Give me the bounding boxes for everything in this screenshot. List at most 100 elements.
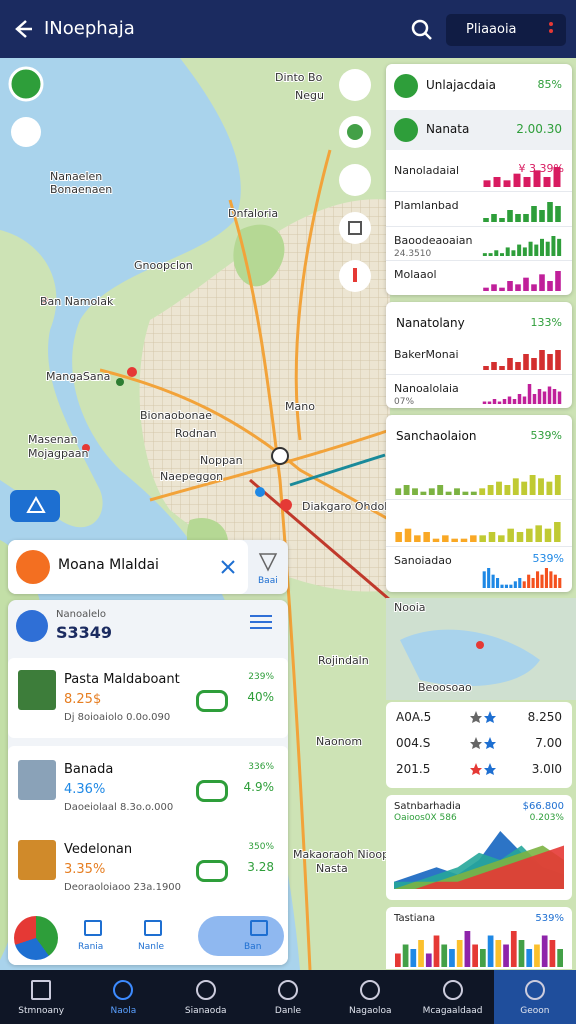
spark-bar xyxy=(535,524,542,542)
spark-bar xyxy=(500,584,504,588)
row-label: Nanoladaial xyxy=(394,164,460,177)
strip-bar xyxy=(549,940,556,967)
rating-icons xyxy=(470,763,496,775)
spark-bar xyxy=(499,287,505,291)
spark-bar xyxy=(503,180,511,187)
spark-bar xyxy=(555,271,561,291)
menu-button[interactable] xyxy=(248,612,274,632)
spark-bar xyxy=(553,574,557,588)
map-label: Negu xyxy=(295,89,324,102)
spark-bar xyxy=(521,481,528,496)
row-note: 24.3510 xyxy=(394,248,432,259)
toolbar: Rania Nanle Ban xyxy=(8,912,288,965)
map-label: Masenan xyxy=(28,433,77,446)
stat-panel: Sanchaolaion 539% Sanoiadao 539% xyxy=(386,415,572,592)
pin xyxy=(271,447,289,465)
strip-bar xyxy=(425,953,432,967)
pin-label: Baai xyxy=(258,576,278,586)
spark-bar xyxy=(482,401,487,404)
locate-button[interactable] xyxy=(10,490,60,522)
spark-bar xyxy=(554,475,561,496)
spark-bar xyxy=(479,534,486,542)
nav-tab[interactable]: Mcagaaldaad xyxy=(411,970,493,1024)
spark-bar xyxy=(507,396,512,404)
money-icon xyxy=(196,780,228,802)
strip-bar xyxy=(534,944,540,967)
stat-panel: Nanatolany 133% BakerMonai Nanoalolaia 07% xyxy=(386,302,572,408)
nav-tab[interactable]: Danle xyxy=(247,970,329,1024)
action-pill[interactable] xyxy=(198,916,284,956)
spark-bar xyxy=(491,213,497,222)
nav-icon xyxy=(31,980,52,1000)
row-divider xyxy=(386,260,572,262)
spark-bar xyxy=(512,399,517,404)
spark-bar xyxy=(513,173,521,187)
spark-bar xyxy=(507,358,513,370)
strip-bar xyxy=(495,940,502,967)
sparkline xyxy=(483,350,561,370)
nav-tab[interactable]: Stmnoany xyxy=(0,970,82,1024)
spark-bar xyxy=(414,534,421,542)
search-button[interactable] xyxy=(410,18,434,42)
sparkline xyxy=(483,271,561,291)
spark-bar xyxy=(538,478,544,496)
nav-tab[interactable]: Sianaoda xyxy=(165,970,247,1024)
pin-icon[interactable] xyxy=(258,550,278,574)
trend-subvalue: 0.203% xyxy=(529,813,564,823)
compass-button[interactable] xyxy=(11,117,41,147)
spark-bar xyxy=(395,488,402,496)
spark-bar xyxy=(487,485,494,496)
table-key: A0A.5 xyxy=(396,710,432,724)
map-button[interactable] xyxy=(339,212,371,244)
spark-bar xyxy=(554,521,561,542)
spark-bar xyxy=(488,531,496,542)
nav-tab[interactable]: Naola xyxy=(82,970,164,1024)
river xyxy=(289,453,386,487)
nav-icon xyxy=(442,980,463,1000)
spark-bar xyxy=(423,531,430,542)
spark-bar xyxy=(523,213,529,222)
row-label: Plamlanbad xyxy=(394,198,459,212)
row-label: BakerMonai xyxy=(394,348,459,361)
spark-bar xyxy=(499,366,505,370)
profile-button[interactable]: Pliaaoia xyxy=(446,14,566,46)
layer-button[interactable] xyxy=(8,66,44,102)
band-value: 2.00.30 xyxy=(516,122,562,136)
nav-tab[interactable]: Geoon xyxy=(493,970,576,1024)
toolbar-button[interactable]: Nanle xyxy=(138,942,164,952)
table-value: 3.0I0 xyxy=(531,762,562,776)
spark-bar xyxy=(551,236,556,257)
map-label: Mano xyxy=(285,400,315,413)
row-divider xyxy=(386,190,572,192)
back-button[interactable] xyxy=(12,18,34,40)
toolbar-icon xyxy=(250,920,268,936)
row-divider xyxy=(386,374,572,375)
toolbar-button[interactable]: Rania xyxy=(78,942,104,952)
strip-bar xyxy=(518,940,525,967)
pin xyxy=(116,378,124,386)
map-button[interactable] xyxy=(339,69,371,101)
rating-icons xyxy=(470,737,496,749)
summary-label: Nanoalelo xyxy=(56,609,107,620)
sparkline xyxy=(482,384,562,404)
sparkline xyxy=(482,568,562,588)
panel-icon xyxy=(394,74,418,98)
toolbar-button[interactable]: Ban xyxy=(244,942,262,952)
table-key: 201.5 xyxy=(396,762,431,776)
clear-button[interactable] xyxy=(218,557,238,577)
spark-bar xyxy=(432,538,440,542)
spark-bar xyxy=(403,485,410,496)
panel-band: Nanata 2.00.30 xyxy=(386,110,572,150)
map-button[interactable] xyxy=(339,164,371,196)
panel-value: 85% xyxy=(537,78,562,91)
bars-value: 539% xyxy=(535,913,564,924)
spark-bar xyxy=(507,528,514,542)
map-label: Noppan xyxy=(200,454,243,467)
locate-icon xyxy=(26,495,46,513)
pins xyxy=(40,296,484,649)
nav-tab[interactable]: Nagaoloa xyxy=(329,970,411,1024)
spark-bar xyxy=(552,389,557,404)
nav-icon xyxy=(195,980,216,1000)
panel-title: Unlajacdaia xyxy=(426,78,497,92)
map-label: Naonom xyxy=(316,735,362,748)
